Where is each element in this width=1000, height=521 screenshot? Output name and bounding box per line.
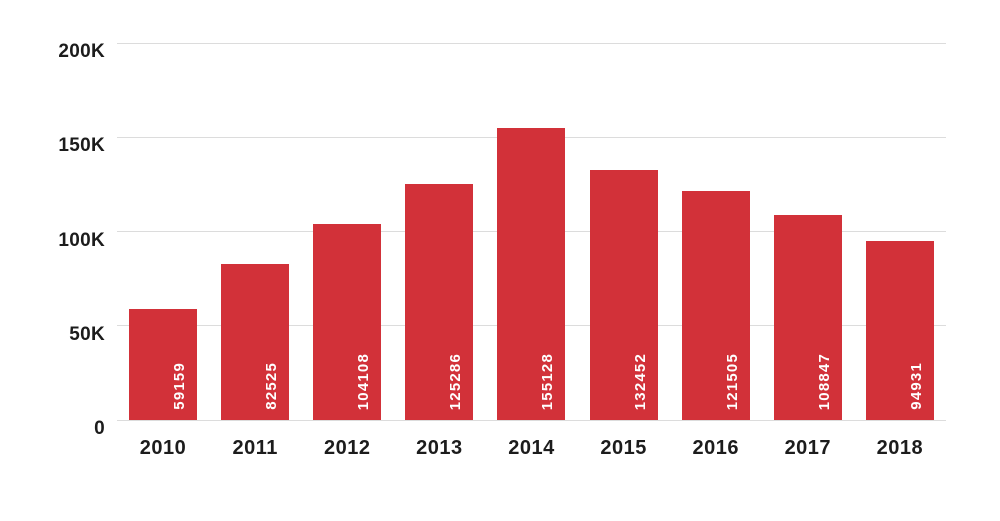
bar-2014: 155128 (497, 127, 566, 420)
bar-value-label: 94931 (907, 362, 925, 410)
x-tick-label: 2012 (324, 437, 371, 459)
x-tick-label: 2010 (139, 437, 187, 459)
bar-2013: 125286 (405, 183, 474, 420)
bar-value-label: 104108 (355, 352, 373, 410)
bar-slot: 125286 (393, 43, 485, 420)
x-tick-label: 2011 (232, 437, 278, 459)
bar-slot: 94931 (854, 43, 946, 420)
bar-slot: 121505 (670, 43, 762, 420)
bar-value-label: 155128 (539, 352, 557, 410)
bar-slot: 104108 (301, 43, 393, 420)
bar-slot: 132452 (578, 43, 670, 420)
bar-value-label: 108847 (815, 352, 833, 410)
bar-2010: 59159 (129, 308, 198, 420)
bar-value-label: 82525 (263, 362, 281, 410)
bar-2015: 132452 (589, 170, 658, 420)
plot-area: 59159 82525 104108 125286 155128 132452 121505… (117, 42, 946, 421)
gridline (117, 419, 946, 421)
bar-2011: 82525 (221, 264, 290, 420)
y-tick-label: 100K (58, 229, 105, 251)
y-tick-label: 0 (94, 418, 105, 439)
x-tick-label: 2018 (876, 437, 924, 459)
bar-slot: 82525 (209, 43, 301, 420)
bar-slot: 108847 (762, 43, 854, 420)
gridline (117, 42, 946, 44)
bar-value-label: 59159 (171, 362, 189, 410)
x-tick-label: 2014 (508, 437, 555, 459)
y-tick-label: 200K (58, 41, 105, 62)
bar-value-label: 132452 (631, 352, 649, 410)
x-tick-label: 2013 (416, 437, 463, 459)
bar-2018: 94931 (865, 241, 934, 420)
bar-2012: 104108 (313, 223, 382, 420)
bar-value-label: 125286 (447, 352, 465, 410)
x-tick-label: 2016 (692, 437, 739, 459)
bar-2016: 121505 (681, 190, 750, 420)
x-tick-label: 2017 (784, 437, 832, 459)
y-tick-label: 150K (58, 135, 105, 157)
y-tick-label: 50K (69, 323, 105, 345)
bar-2017: 108847 (773, 214, 842, 420)
x-tick-label: 2015 (600, 437, 647, 459)
bar-slot: 59159 (117, 43, 209, 420)
bars-row: 59159 82525 104108 125286 155128 132452 121505… (117, 43, 946, 420)
x-axis: 2010 2011 2012 2013 2014 2015 2016 2017 2018 (117, 437, 946, 460)
bar-slot: 155128 (485, 43, 577, 420)
bar-value-label: 121505 (723, 352, 741, 410)
